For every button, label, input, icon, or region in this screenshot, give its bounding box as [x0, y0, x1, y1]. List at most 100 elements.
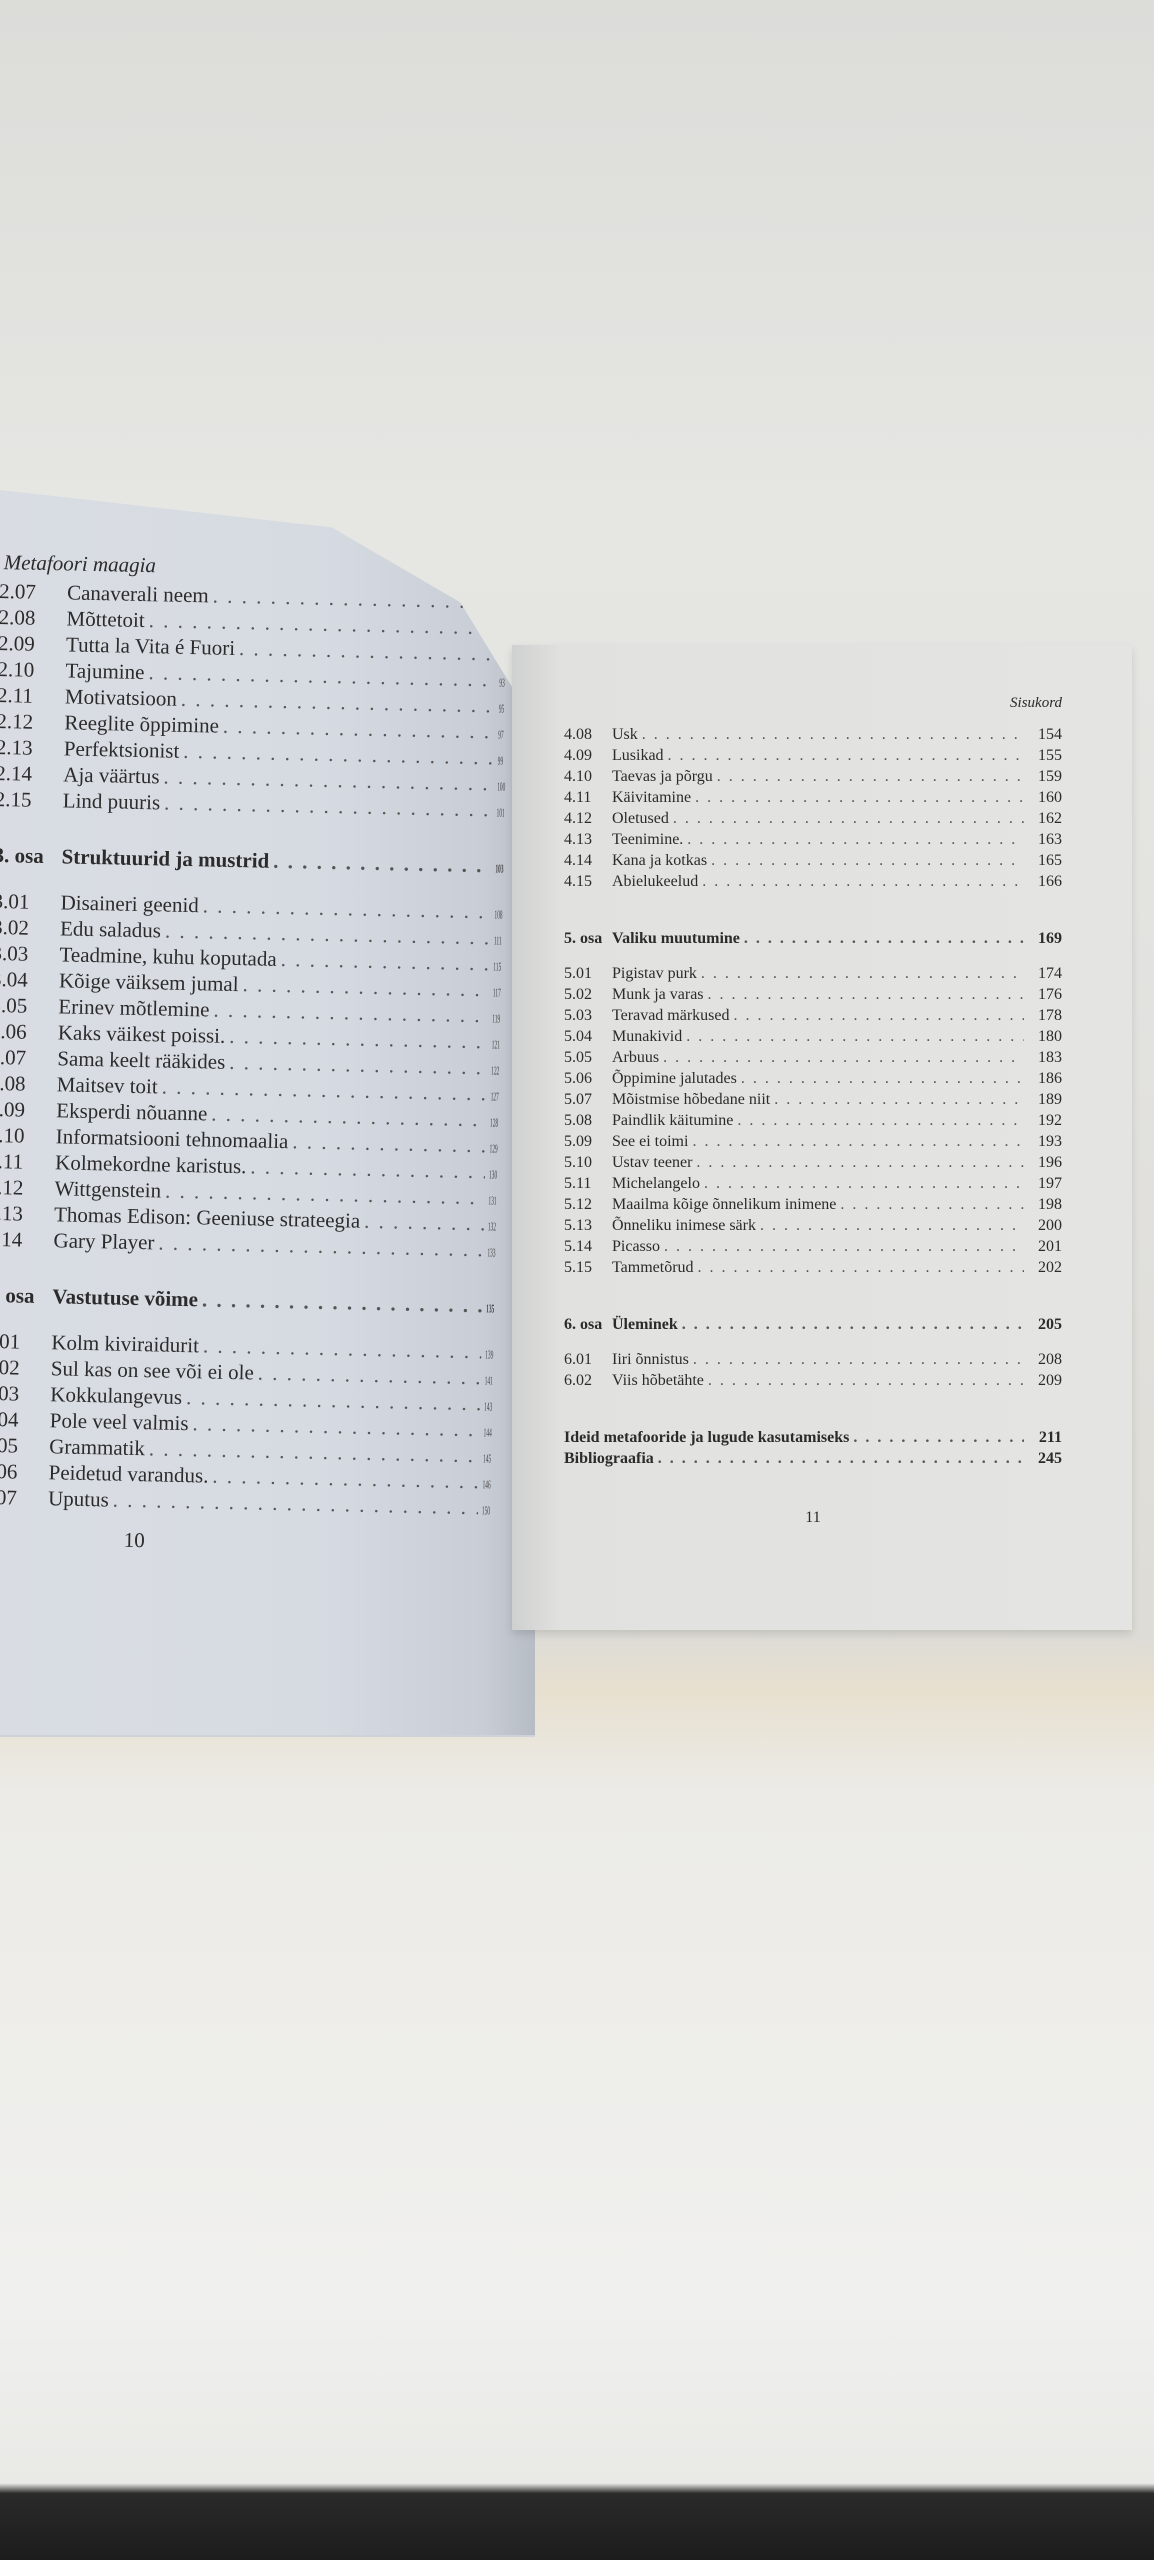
toc-entry: 5.15 Tammetõrud 202 [564, 1259, 1062, 1280]
entry-number: 3.03 [0, 940, 29, 966]
dot-leader [280, 947, 489, 976]
entry-title: Kolm kiviraidurit [51, 1330, 200, 1358]
dot-leader [717, 768, 1024, 786]
page-number: 11 [805, 1509, 821, 1526]
dot-leader [840, 1196, 1024, 1214]
entry-title: Kolmekordne karistus. [54, 1150, 247, 1179]
entry-number: 3.12 [0, 1174, 24, 1200]
entry-page: 146 [482, 1477, 491, 1492]
entry-page: 159 [1038, 768, 1062, 785]
entry-page: 127 [490, 1089, 499, 1104]
entry-number: 2.14 [0, 760, 33, 786]
entry-page: 129 [489, 1141, 498, 1156]
dot-leader [642, 726, 1024, 744]
entry-number: 3.04 [0, 966, 29, 992]
entry-page: 192 [1038, 1112, 1062, 1129]
entry-number: 2.12 [0, 708, 34, 734]
toc-entry: 5.03 Teravad märkused 178 [564, 1007, 1062, 1028]
entry-page: 121 [491, 1037, 500, 1052]
toc-entry: 5.07 Mõistmise hõbedane niit 189 [564, 1091, 1062, 1112]
entry-page: 100 [497, 779, 506, 794]
dot-leader [658, 1450, 1024, 1468]
entry-title: Sul kas on see või ei ole [50, 1356, 255, 1385]
entry-page: 91 [499, 649, 506, 664]
dot-leader [292, 1129, 486, 1158]
entry-title: Gary Player [53, 1228, 155, 1255]
entry-page: 166 [1038, 873, 1062, 890]
dot-leader [760, 1217, 1024, 1235]
entry-title: Usk [612, 726, 638, 743]
entry-title: Erinev mõtlemine [58, 994, 210, 1022]
entry-number: 2.11 [0, 682, 34, 708]
dot-leader [663, 1049, 1024, 1067]
entry-number: 4.07 [0, 1484, 18, 1510]
entry-title: Motivatsioon [64, 684, 178, 711]
dot-leader [702, 873, 1024, 891]
toc-part-row: 6. osa Üleminek 205 [564, 1316, 1062, 1337]
entry-number: 2.08 [0, 604, 36, 630]
entry-page: 193 [1038, 1133, 1062, 1150]
entry-title: Paindlik käitumine [612, 1112, 734, 1129]
entry-page: 130 [488, 1167, 498, 1182]
entry-number: 3.05 [0, 992, 28, 1018]
entry-title: Mõistmise hõbedane niit [612, 1091, 771, 1108]
entry-number: 6.01 [564, 1351, 592, 1368]
dot-leader [744, 930, 1024, 948]
entry-title: Teravad märkused [612, 1007, 730, 1024]
entry-number: 4.03 [0, 1380, 20, 1406]
dot-leader [704, 1175, 1024, 1193]
entry-title: Kaks väikest poissi. [57, 1020, 226, 1048]
entry-page: 198 [1038, 1196, 1062, 1213]
toc-part-row: 5. osa Valiku muutumine 169 [564, 930, 1062, 951]
entry-number: 4.11 [564, 789, 592, 806]
entry-title: Aja väärtus [63, 762, 160, 789]
entry-title: Valiku muutumine [612, 930, 740, 947]
toc-entry: 5.13 Õnneliku inimese särk 200 [564, 1217, 1062, 1238]
toc-entry: 4.09 Lusikad 155 [564, 747, 1062, 768]
toc-entry: 4.13 Teenimine. 163 [564, 831, 1062, 852]
dot-leader [242, 972, 489, 1002]
entry-number: 5.09 [564, 1133, 592, 1150]
dot-leader [664, 1238, 1024, 1256]
entry-title: Lind puuris [62, 788, 161, 815]
entry-number: 6. osa [564, 1316, 603, 1333]
dot-leader [708, 1372, 1024, 1390]
entry-page: 178 [1038, 1007, 1062, 1024]
entry-title: Lusikad [612, 747, 664, 764]
entry-page: 165 [1038, 852, 1062, 869]
entry-page: 132 [487, 1219, 497, 1234]
right-page: Sisukord 4.08 Usk 154 4.09 Lusikad 155 4.10 Tae… [512, 645, 1132, 1630]
entry-title: Teenimine. [612, 831, 684, 848]
entry-title: Teadmine, kuhu koputada [59, 942, 277, 971]
entry-number: 2.09 [0, 630, 36, 656]
entry-title: Tajumine [65, 658, 145, 685]
entry-number: 4.13 [564, 831, 592, 848]
entry-page: 144 [483, 1425, 492, 1440]
entry-number: 4.10 [564, 768, 592, 785]
dot-leader [687, 831, 1024, 849]
entry-title: Õnneliku inimese särk [612, 1217, 756, 1234]
toc-list: 4.08 Usk 154 4.09 Lusikad 155 4.10 Taevas ja põ… [564, 726, 1062, 894]
toc-entry: 5.14 Picasso 201 [564, 1238, 1062, 1259]
entry-page: 103 [495, 861, 504, 876]
dot-leader [693, 1351, 1024, 1369]
entry-page: 196 [1038, 1154, 1062, 1171]
dot-leader [701, 965, 1024, 983]
entry-number: 5.14 [564, 1238, 592, 1255]
entry-title: Disaineri geenid [60, 890, 200, 918]
entry-title: Mõttetoit [66, 606, 145, 633]
entry-page: 201 [1038, 1238, 1062, 1255]
dot-leader [273, 849, 492, 879]
entry-title: Pigistav purk [612, 965, 697, 982]
entry-page: 180 [1038, 1028, 1062, 1045]
entry-page: 186 [1038, 1070, 1062, 1087]
toc-entry: 4.10 Taevas ja põrgu 159 [564, 768, 1062, 789]
entry-page: 131 [488, 1193, 497, 1208]
entry-number: 3.13 [0, 1200, 24, 1226]
part-heading: 6. osa Üleminek 205 [564, 1316, 1062, 1337]
entry-page: 183 [1038, 1049, 1062, 1066]
entry-number: 2.10 [0, 656, 35, 682]
entry-number: 5.04 [564, 1028, 592, 1045]
entry-title: Ustav teener [612, 1154, 693, 1171]
toc-entry: 4.12 Oletused 162 [564, 810, 1062, 831]
